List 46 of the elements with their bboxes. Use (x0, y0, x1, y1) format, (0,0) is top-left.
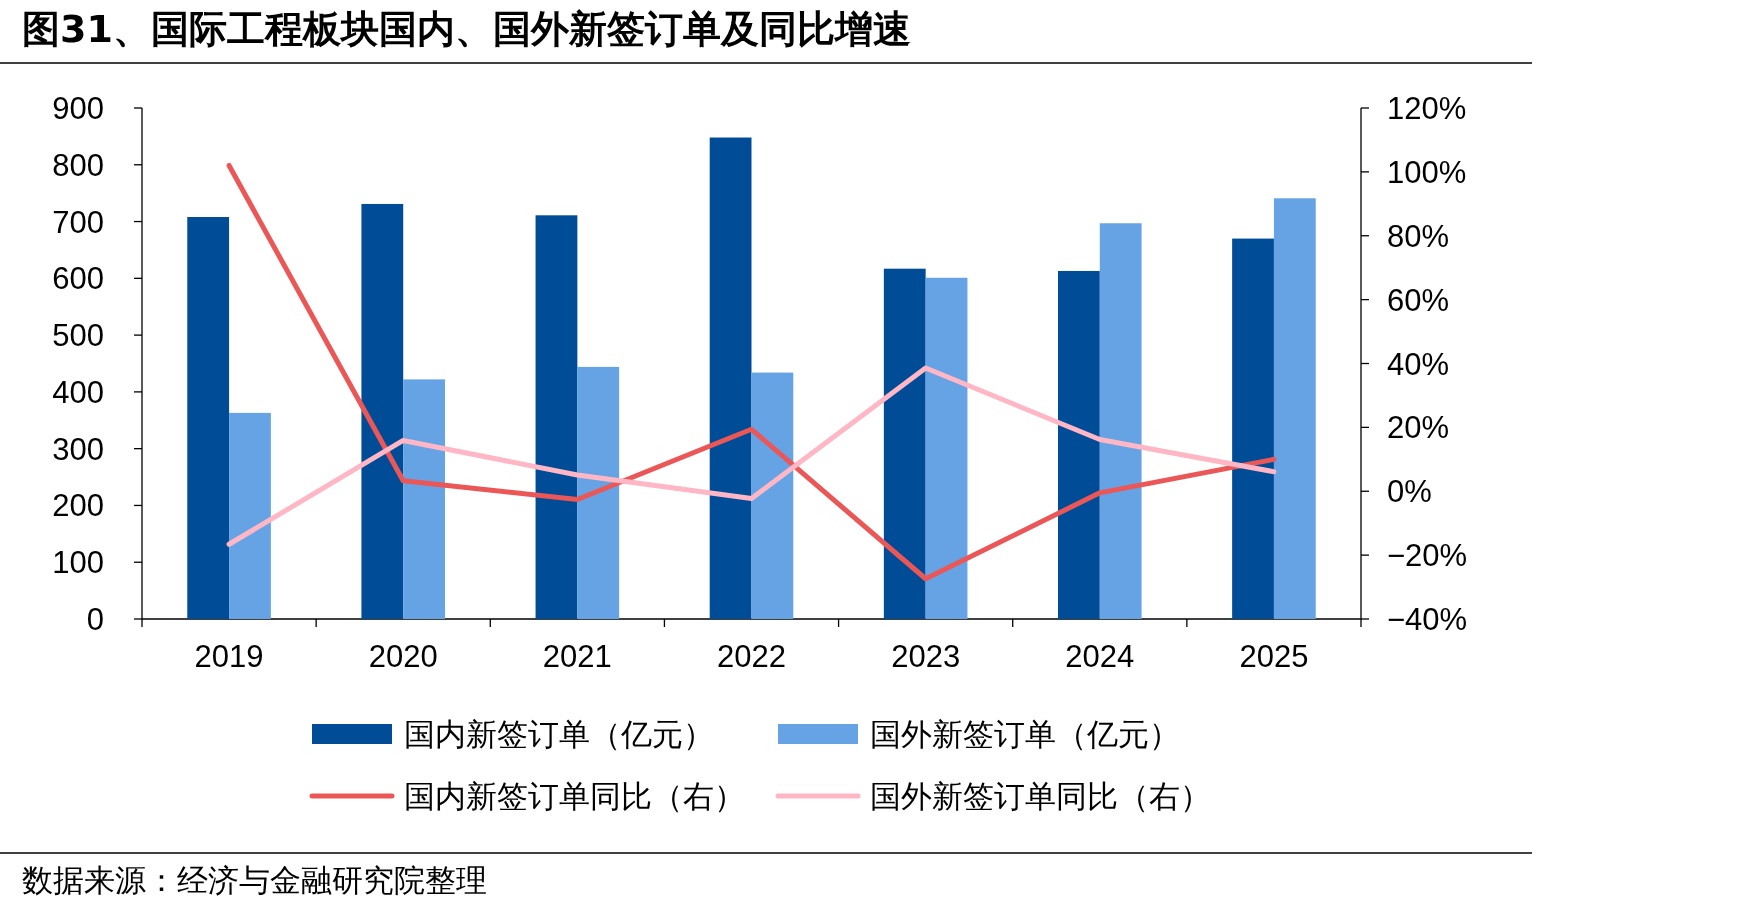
y2-tick-label: 40% (1387, 346, 1450, 382)
y-tick-label: 400 (52, 374, 104, 410)
bar (883, 268, 926, 619)
bar (709, 137, 752, 619)
y-tick-label: 900 (52, 91, 104, 126)
bar (187, 217, 230, 619)
bar (577, 366, 620, 619)
legend-label: 国内新签订单同比（右） (404, 778, 745, 814)
y-tick-label: 300 (52, 431, 104, 467)
legend-label: 国外新签订单（亿元） (870, 716, 1180, 752)
bar (925, 277, 968, 619)
y-tick-label: 700 (52, 204, 104, 240)
x-tick-label: 2019 (194, 639, 264, 674)
x-tick-label: 2025 (1239, 639, 1309, 674)
y2-tick-label: 120% (1387, 91, 1467, 126)
y-tick-label: 500 (52, 318, 104, 354)
y2-tick-label: −20% (1387, 538, 1468, 574)
bar (403, 379, 446, 619)
bar (229, 412, 271, 619)
y2-tick-label: 60% (1387, 282, 1450, 318)
bar (1232, 238, 1274, 619)
y2-tick-label: −40% (1387, 602, 1468, 637)
bar (1099, 223, 1142, 619)
legend-label: 国外新签订单同比（右） (870, 778, 1211, 814)
y2-tick-label: 100% (1387, 154, 1467, 190)
y2-tick-label: 0% (1387, 474, 1432, 510)
x-tick-label: 2022 (717, 639, 786, 674)
y-tick-label: 800 (52, 147, 104, 183)
chart-title: 图31、国际工程板块国内、国外新签订单及同比增速 (22, 7, 911, 51)
bar (361, 203, 404, 619)
y2-tick-label: 80% (1387, 218, 1450, 254)
y-tick-label: 0 (86, 602, 104, 637)
source-note: 数据来源：经济与金融研究院整理 (22, 862, 487, 898)
y-tick-label: 200 (52, 488, 104, 524)
bar (1273, 198, 1316, 619)
bar (751, 372, 794, 619)
bar (535, 215, 578, 619)
x-tick-label: 2021 (542, 639, 612, 674)
y-tick-label: 600 (52, 261, 104, 297)
y-tick-label: 100 (52, 545, 104, 581)
legend-label: 国内新签订单（亿元） (404, 716, 714, 752)
x-tick-label: 2024 (1065, 639, 1135, 674)
bar (1057, 270, 1100, 619)
x-tick-label: 2020 (368, 639, 438, 674)
x-tick-label: 2023 (891, 639, 961, 674)
y2-tick-label: 20% (1387, 410, 1450, 446)
